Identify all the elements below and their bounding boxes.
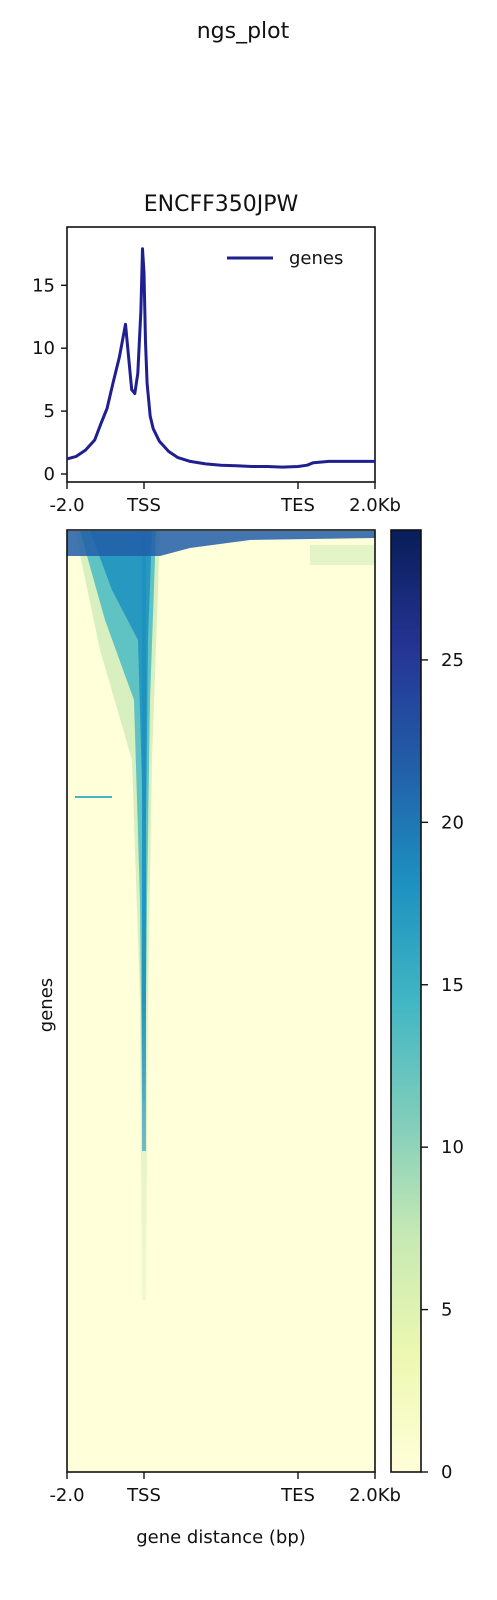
colorbar-tick-label: 5 xyxy=(441,1300,452,1321)
heatmap-top-gene-body xyxy=(67,531,375,556)
profile-ytick-label: 10 xyxy=(32,338,55,359)
heatmap-tss-wedge-inner xyxy=(90,531,152,820)
heatmap-ylabel: genes xyxy=(36,978,57,1032)
colorbar-tick-label: 15 xyxy=(441,975,464,996)
profile-line-genes xyxy=(66,247,375,469)
heatmap-x-ticks: -2.0 TSS TES 2.0Kb xyxy=(49,1472,401,1506)
heatmap-tss-stripe xyxy=(142,531,146,1151)
heatmap-frame xyxy=(66,529,376,1473)
profile-xticks-label: 2.0Kb xyxy=(349,495,401,516)
colorbar-ticks: 0 5 10 15 20 25 xyxy=(421,650,464,1483)
colorbar-tick-label: 10 xyxy=(441,1137,464,1158)
heatmap: -2.0 TSS TES 2.0Kb genes gene distance (bp) xyxy=(36,529,401,1548)
colorbar-gradient xyxy=(390,529,422,1473)
heatmap-xticks-label: -2.0 xyxy=(49,1485,84,1506)
heatmap-tss-wedge-mid xyxy=(80,531,156,1100)
heatmap-lower-fade xyxy=(67,1000,375,1472)
legend-label-genes: genes xyxy=(289,248,343,269)
profile-y-ticks: 0 5 10 15 xyxy=(32,275,67,485)
colorbar: 0 5 10 15 20 25 xyxy=(390,529,464,1483)
profile-ytick-label: 0 xyxy=(44,464,55,485)
profile-xticks-label: TSS xyxy=(126,495,161,516)
heatmap-xticks-label: TES xyxy=(280,1485,315,1506)
colorbar-tick-label: 20 xyxy=(441,812,464,833)
figure-suptitle: ngs_plot xyxy=(197,19,290,44)
heatmap-xlabel: gene distance (bp) xyxy=(136,1527,306,1548)
profile-frame xyxy=(66,226,376,483)
colorbar-tick-label: 25 xyxy=(441,650,464,671)
heatmap-xticks-label: 2.0Kb xyxy=(349,1485,401,1506)
colorbar-tick-label: 0 xyxy=(441,1462,452,1483)
profile-xticks-label: TES xyxy=(280,495,315,516)
profile-ytick-label: 5 xyxy=(44,401,55,422)
profile-ytick-label: 15 xyxy=(32,275,55,296)
profile-title: ENCFF350JPW xyxy=(144,192,299,217)
heatmap-xticks-label: TSS xyxy=(126,1485,161,1506)
profile-xticks-label: -2.0 xyxy=(49,495,84,516)
profile-axes: 0 5 10 15 -2.0 TSS TES 2.0Kb genes xyxy=(32,226,401,516)
heatmap-tes-band xyxy=(310,545,375,565)
profile-x-ticks: -2.0 TSS TES 2.0Kb xyxy=(49,482,401,516)
